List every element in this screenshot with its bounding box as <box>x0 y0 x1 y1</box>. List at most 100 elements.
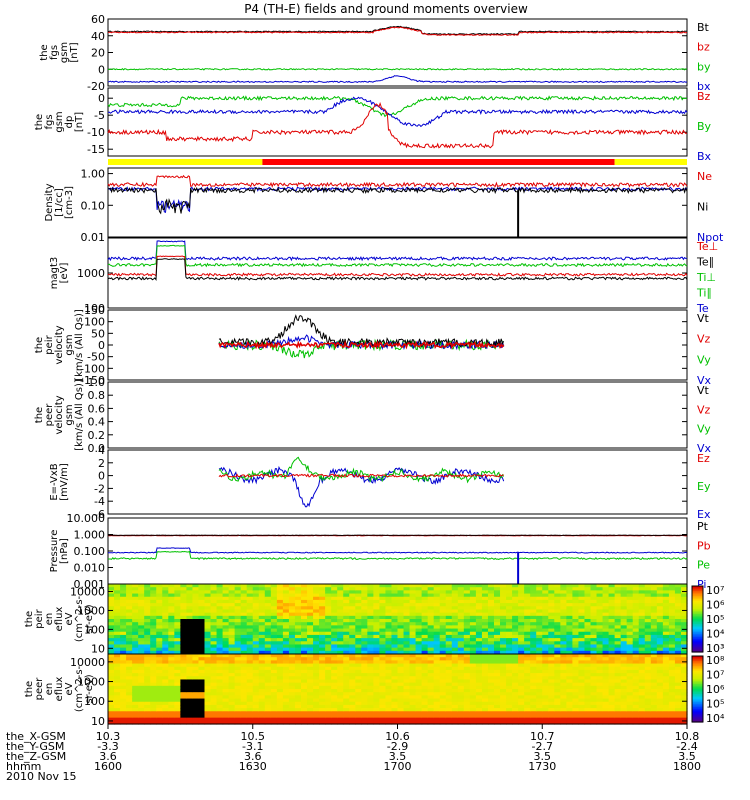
spectrogram-cell <box>542 695 549 700</box>
spectrogram-cell <box>566 603 574 607</box>
spectrogram-cell <box>222 622 230 626</box>
x-axis-row-label: the_Y-GSM <box>6 740 64 753</box>
spectrogram-cell <box>469 666 477 671</box>
spectrogram-cell <box>174 685 181 690</box>
spectrogram-cell <box>560 660 567 665</box>
spectrogram-cell <box>548 634 555 639</box>
spectrogram-cell <box>500 711 507 716</box>
spectrogram-cell <box>451 596 459 601</box>
spectrogram-cell <box>138 685 145 690</box>
spectrogram-cell <box>319 641 326 646</box>
y-axis-label: sr-eV) <box>84 674 95 703</box>
spectrogram-cell <box>246 704 254 709</box>
spectrogram-cell <box>590 689 598 693</box>
spectrogram-cell <box>288 676 296 681</box>
spectrogram-cell <box>337 603 344 607</box>
series-bz <box>107 26 688 36</box>
spectrogram-cell <box>186 593 194 598</box>
spectrogram-cell <box>307 628 314 633</box>
spectrogram-cell <box>626 593 634 598</box>
spectrogram-cell <box>524 612 531 617</box>
spectrogram-cell <box>198 669 206 674</box>
spectrogram-cell <box>373 625 381 630</box>
spectrogram-cell <box>524 638 531 642</box>
spectrogram-cell <box>433 603 441 607</box>
spectrogram-cell <box>536 644 543 649</box>
spectrogram-cell <box>620 673 628 677</box>
spectrogram-cell <box>644 673 652 677</box>
spectrogram-cell <box>270 628 278 633</box>
spectrogram-cell <box>656 641 664 646</box>
spectrogram-cell <box>186 720 194 725</box>
spectrogram-cell <box>487 708 495 712</box>
spectrogram-cell <box>578 593 586 598</box>
spectrogram-cell <box>198 657 206 661</box>
spectrogram-cell <box>180 634 188 639</box>
spectrogram-cell <box>132 634 139 639</box>
spectrogram-cell <box>204 666 212 671</box>
spectrogram-cell <box>536 657 543 661</box>
spectrogram-cell <box>331 714 338 719</box>
colorbar-frame <box>691 655 704 723</box>
spectrogram-cell <box>590 708 598 712</box>
spectrogram-cell <box>481 660 489 665</box>
spectrogram-cell <box>313 625 320 630</box>
spectrogram-cell <box>367 689 374 693</box>
spectrogram-cell <box>343 708 350 712</box>
spectrogram-cell <box>150 590 157 595</box>
spectrogram-cell <box>349 638 356 642</box>
spectrogram-cell <box>385 590 393 595</box>
spectrogram-cell <box>126 599 133 604</box>
spectrogram-cell <box>252 692 260 696</box>
spectrogram-cell <box>638 708 646 712</box>
spectrogram-cell <box>566 711 574 716</box>
spectrogram-cell <box>487 625 495 630</box>
spectrogram-cell <box>638 689 646 693</box>
spectrogram-cell <box>536 663 543 668</box>
spectrogram-cell <box>162 679 169 684</box>
spectrogram-cell <box>168 663 175 668</box>
spectrogram-cell <box>638 644 646 649</box>
spectrogram-cell <box>572 631 580 636</box>
spectrogram-cell <box>397 584 405 588</box>
spectrogram-cell <box>608 634 616 639</box>
spectrogram-cell <box>240 584 248 588</box>
spectrogram-cell <box>108 676 115 681</box>
x-axis-value: -2.4 <box>676 740 697 753</box>
spectrogram-cell <box>120 606 127 611</box>
spectrogram-cell <box>638 717 646 722</box>
spectrogram-cell <box>680 609 688 614</box>
spectrogram-cell <box>361 584 368 588</box>
spectrogram-cell <box>313 692 320 696</box>
spectrogram-cell <box>120 676 127 681</box>
spectrogram-cell <box>385 720 393 725</box>
spectrogram-cell <box>156 647 163 652</box>
spectrogram-cell <box>560 631 567 636</box>
spectrogram-cell <box>192 717 200 722</box>
spectrogram-cell <box>331 663 338 668</box>
spectrogram-cell <box>518 647 525 652</box>
spectrogram-cell <box>439 596 447 601</box>
spectrogram-cell <box>457 654 465 658</box>
series-Ez <box>218 473 504 478</box>
spectrogram-cell <box>415 698 423 703</box>
spectrogram-cell <box>421 679 429 684</box>
spectrogram-cell <box>668 599 676 604</box>
spectrogram-cell <box>548 650 555 655</box>
spectrogram-cell <box>282 587 290 591</box>
spectrogram-cell <box>421 603 429 607</box>
spectrogram-cell <box>192 679 200 684</box>
spectrogram-cell <box>427 708 435 712</box>
spectrogram-cell <box>192 631 200 636</box>
spectrogram-cell <box>602 711 610 716</box>
spectrogram-cell <box>620 679 628 684</box>
spectrogram-cell <box>475 720 483 725</box>
spectrogram-cell <box>258 619 266 623</box>
spectrogram-cell <box>487 612 495 617</box>
spectrogram-cell <box>349 644 356 649</box>
legend-entry-Npot: Npot <box>697 231 724 244</box>
spectrogram-cell <box>608 663 616 668</box>
spectrogram-cell <box>391 612 399 617</box>
spectrogram-cell <box>457 669 465 674</box>
spectrogram-cell <box>500 619 507 623</box>
